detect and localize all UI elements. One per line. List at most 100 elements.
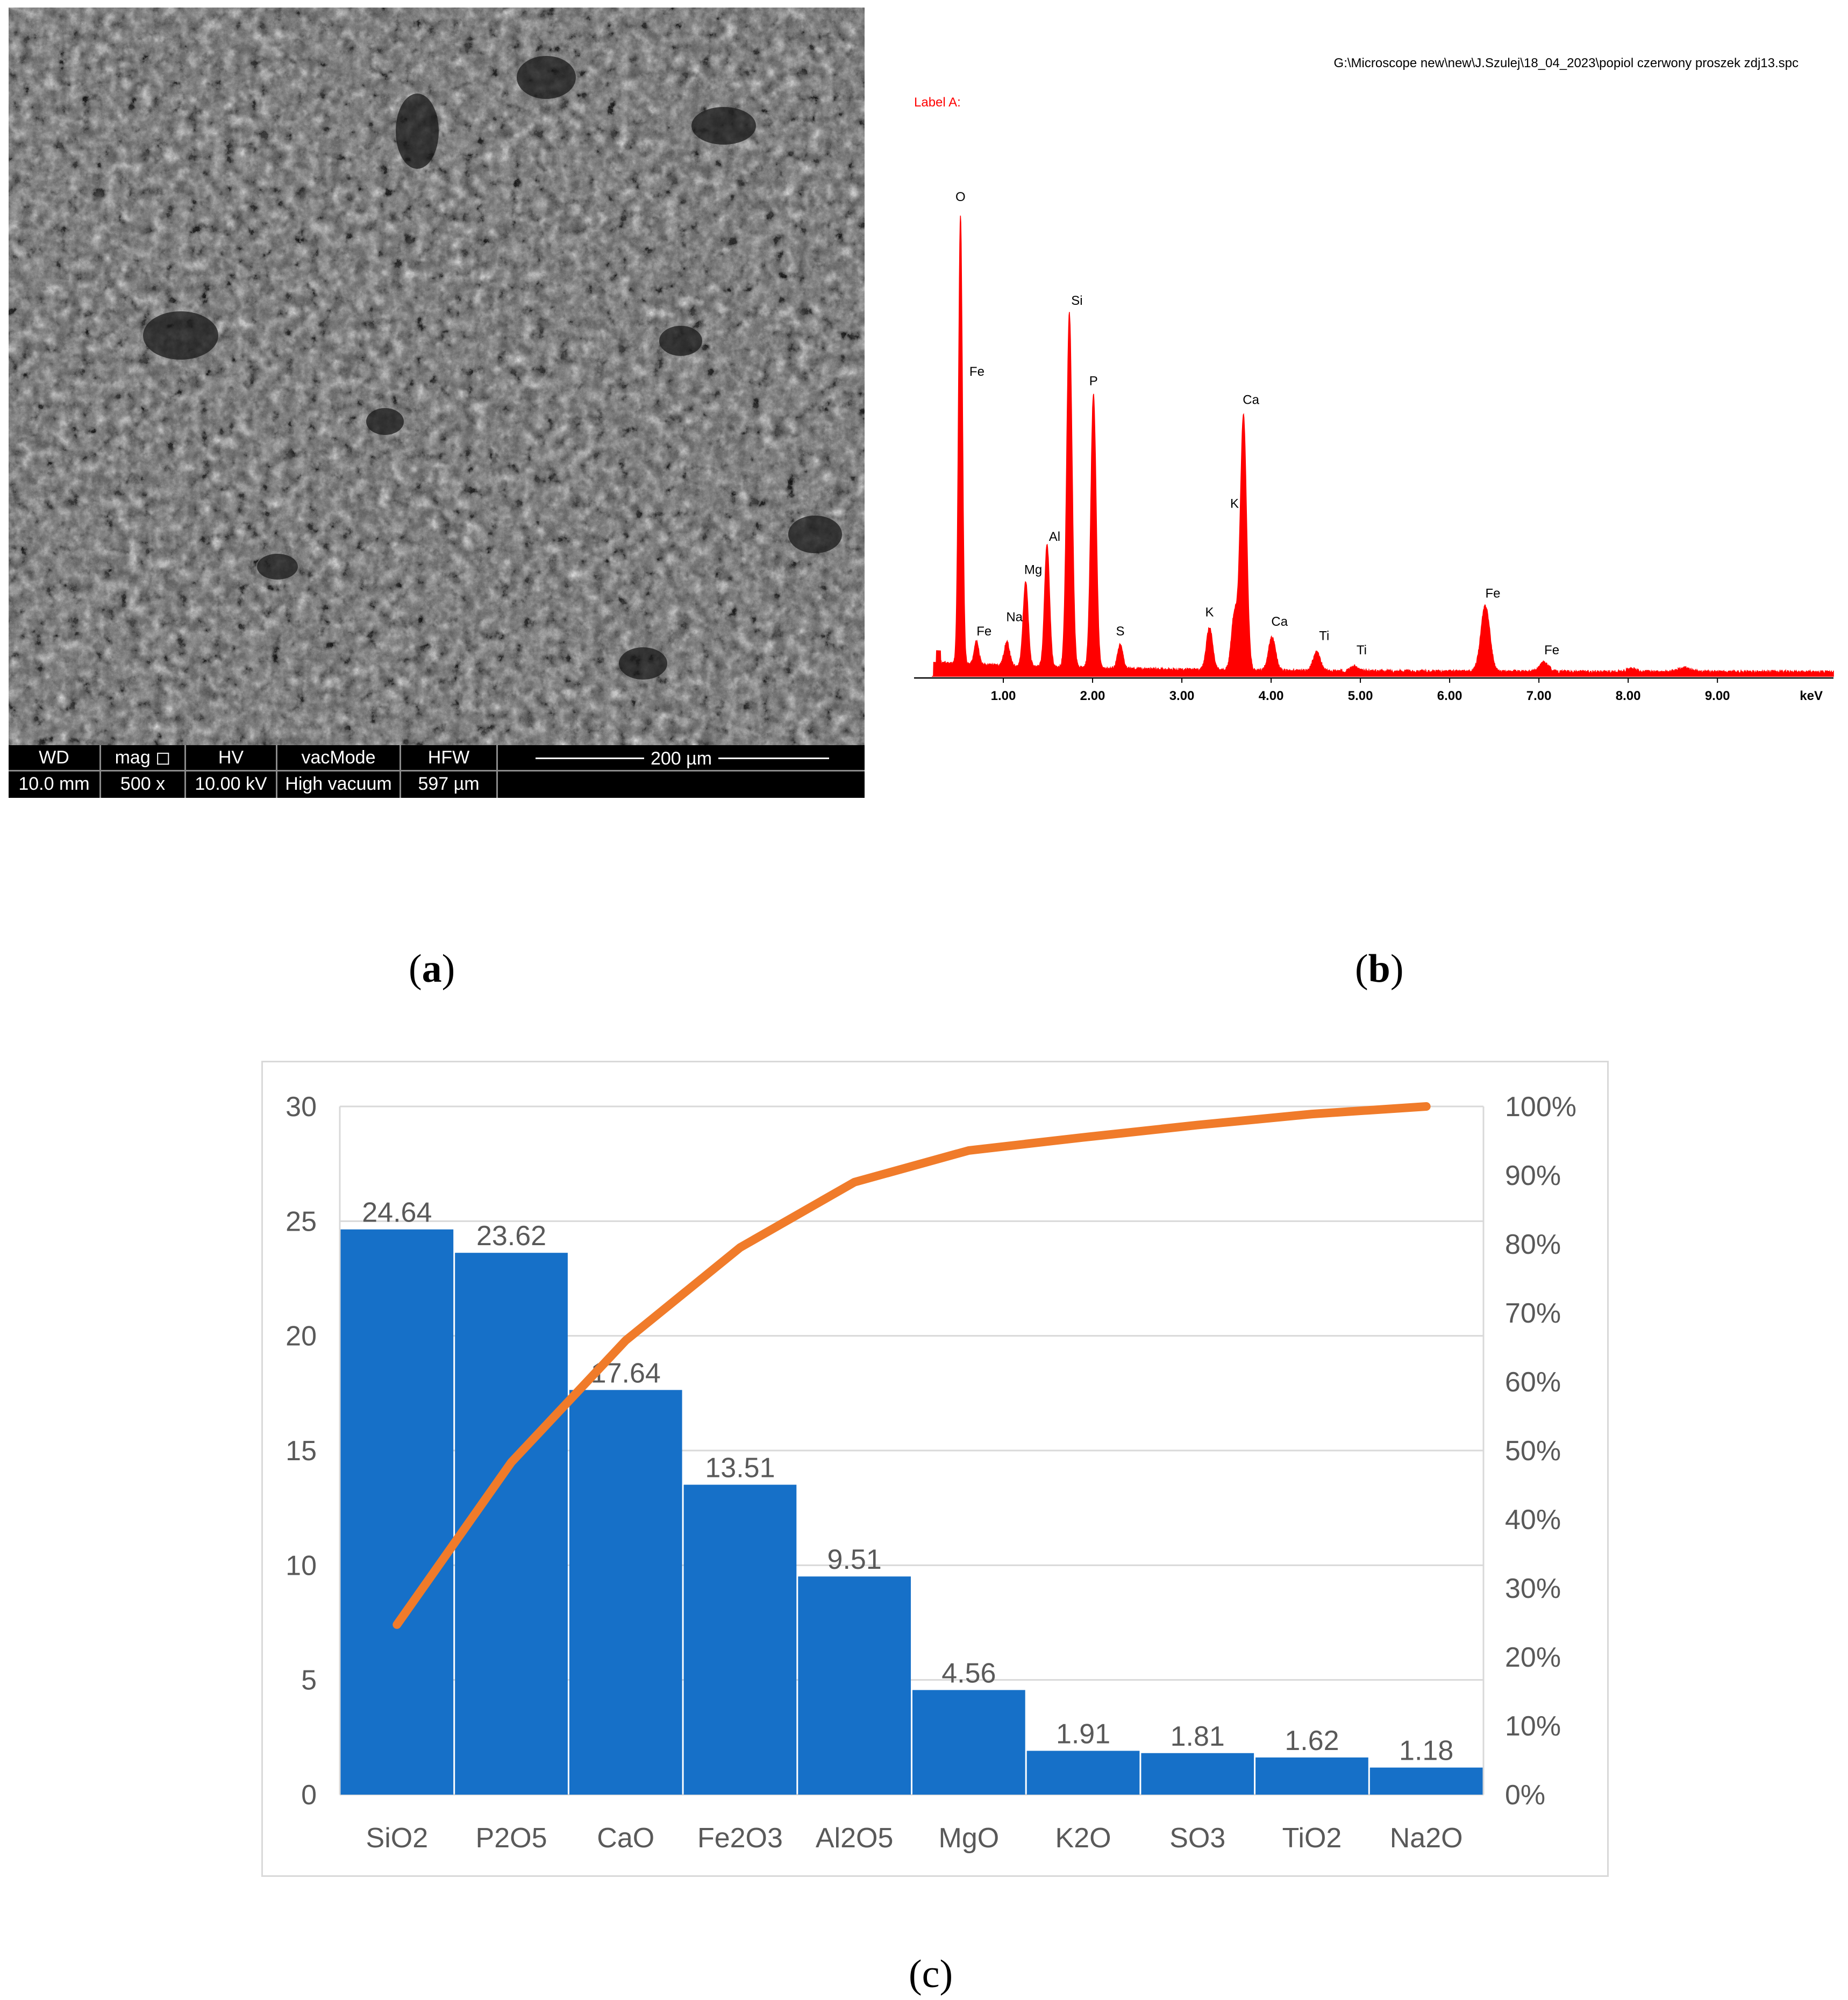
pareto-bar <box>912 1690 1025 1795</box>
eds-peak-label: Fe <box>1486 587 1501 601</box>
pareto-y2-tick-label: 10% <box>1505 1711 1561 1742</box>
pareto-y2-axis: 0% 10% 20% 30% 40% 50% 60% 70% 80% 90% 100% <box>1505 1091 1576 1811</box>
pareto-y2-tick-label: 40% <box>1505 1504 1561 1535</box>
pareto-category-label: Al2O5 <box>816 1823 894 1854</box>
eds-spectrum-area <box>932 216 1834 677</box>
pareto-data-label: 13.51 <box>705 1453 775 1484</box>
pareto-y2-tick-label: 60% <box>1505 1367 1561 1398</box>
eds-spectrum-chart: G:\Microscope new\new\J.Szulej\18_04_202… <box>914 56 1834 703</box>
pareto-y-tick-label: 5 <box>301 1665 317 1696</box>
caption-a-letter: a <box>422 947 442 991</box>
scale-bar: 200 µm <box>498 745 865 772</box>
databar-key: WD <box>9 745 99 772</box>
eds-x-tick-label: 1.00 <box>991 689 1016 703</box>
pareto-category-label: TiO2 <box>1282 1823 1342 1854</box>
pareto-data-label: 9.51 <box>827 1544 882 1575</box>
databar-cell-wd: WD 10.0 mm <box>9 745 101 798</box>
pareto-category-label: Na2O <box>1390 1823 1463 1854</box>
eds-peak-label: Ti <box>1319 629 1329 644</box>
eds-x-axis: 1.00 2.00 3.00 4.00 5.00 6.00 7.00 8.00 9.00 keV <box>914 677 1833 703</box>
eds-peak-label: Mg <box>1024 563 1042 577</box>
eds-peak-label: Fe <box>969 365 984 379</box>
databar-key: HFW <box>401 745 496 772</box>
eds-spectrum-panel: G:\Microscope new\new\J.Szulej\18_04_202… <box>909 43 1839 763</box>
eds-peak-label: K <box>1230 497 1239 511</box>
databar-cell-vacmode: vacMode High vacuum <box>277 745 401 798</box>
pareto-data-label: 1.91 <box>1056 1719 1110 1750</box>
eds-peak-label: Na <box>1006 610 1023 624</box>
pareto-bar <box>798 1576 911 1795</box>
eds-peak-label: Ti <box>1357 643 1367 658</box>
pareto-category-label: Fe2O3 <box>697 1823 783 1854</box>
eds-peak-label: Fe <box>1544 643 1559 658</box>
eds-x-tick-label: 3.00 <box>1169 689 1195 703</box>
pareto-y-tick-label: 15 <box>286 1435 317 1467</box>
pareto-bars <box>340 1229 1483 1795</box>
eds-x-tick-label: 2.00 <box>1080 689 1105 703</box>
caption-b-letter: b <box>1368 947 1390 991</box>
pareto-y-tick-label: 30 <box>286 1091 317 1123</box>
databar-key: vacMode <box>277 745 399 772</box>
eds-file-path: G:\Microscope new\new\J.Szulej\18_04_202… <box>1334 56 1799 70</box>
pareto-category-label: SiO2 <box>366 1823 429 1854</box>
pareto-y2-tick-label: 50% <box>1505 1435 1561 1467</box>
databar-value: 10.00 kV <box>195 774 267 794</box>
pareto-bar <box>340 1229 454 1795</box>
eds-peak-label: S <box>1116 624 1124 639</box>
pareto-bar <box>683 1484 797 1795</box>
eds-peak-label: Al <box>1049 530 1060 544</box>
databar-cell-hfw: HFW 597 µm <box>401 745 498 798</box>
pareto-data-label: 1.18 <box>1399 1735 1453 1767</box>
eds-x-tick-label: 8.00 <box>1616 689 1641 703</box>
caption-a: (a) <box>409 947 455 991</box>
eds-peak-label: Fe <box>976 624 991 639</box>
eds-x-tick-label: 9.00 <box>1705 689 1730 703</box>
pareto-category-label: K2O <box>1055 1823 1111 1854</box>
pareto-bar <box>1026 1751 1140 1795</box>
pareto-y2-tick-label: 100% <box>1505 1091 1576 1123</box>
pareto-category-label: P2O5 <box>476 1823 547 1854</box>
databar-cell-mag: mag ◻ 500 x <box>101 745 186 798</box>
eds-peak-label: K <box>1205 605 1214 620</box>
scale-bar-label: 200 µm <box>644 748 719 769</box>
pareto-cumulative-series <box>393 1102 1431 1629</box>
pareto-chart-panel: 24.64 23.62 17.64 13.51 9.51 4.56 1.91 1.81 1.62… <box>261 1061 1609 1877</box>
pareto-bar <box>1255 1757 1368 1795</box>
pareto-category-label: MgO <box>939 1823 1000 1854</box>
databar-key: HV <box>186 745 276 772</box>
eds-spectrum-trace <box>932 216 1834 677</box>
pareto-category-label: SO3 <box>1169 1823 1225 1854</box>
pareto-y-axis: 0 5 10 15 20 25 30 <box>286 1091 317 1811</box>
databar-value: High vacuum <box>285 774 392 794</box>
pareto-y2-tick-label: 90% <box>1505 1160 1561 1191</box>
pareto-y2-tick-label: 30% <box>1505 1573 1561 1604</box>
pareto-y2-tick-label: 20% <box>1505 1642 1561 1673</box>
eds-x-tick-label: 4.00 <box>1259 689 1284 703</box>
pareto-category-label: CaO <box>597 1823 654 1854</box>
pareto-y-tick-label: 20 <box>286 1321 317 1352</box>
pareto-data-label: 23.62 <box>476 1220 546 1252</box>
eds-x-tick-label: 5.00 <box>1348 689 1373 703</box>
pareto-bar <box>1369 1767 1483 1795</box>
caption-b: (b) <box>1355 947 1404 991</box>
pareto-y2-tick-label: 0% <box>1505 1780 1545 1811</box>
eds-peak-label: O <box>955 190 966 204</box>
eds-x-tick-label: 6.00 <box>1437 689 1462 703</box>
eds-peak-label: Ca <box>1243 393 1259 408</box>
pareto-data-label: 24.64 <box>362 1197 432 1228</box>
pareto-y2-tick-label: 70% <box>1505 1298 1561 1329</box>
pareto-data-label: 4.56 <box>941 1658 996 1689</box>
databar-value: 500 x <box>120 774 166 794</box>
pareto-y2-tick-label: 80% <box>1505 1229 1561 1260</box>
eds-peak-label: Si <box>1071 294 1082 308</box>
databar-cell-hv: HV 10.00 kV <box>186 745 277 798</box>
pareto-y-tick-label: 0 <box>301 1780 317 1811</box>
eds-x-tick-label: 7.00 <box>1526 689 1552 703</box>
databar-value: 10.0 mm <box>18 774 90 794</box>
eds-peak-label: P <box>1089 374 1098 388</box>
pareto-y-tick-label: 10 <box>286 1550 317 1581</box>
pareto-bar <box>569 1390 682 1795</box>
eds-peak-label: Ca <box>1271 615 1288 629</box>
